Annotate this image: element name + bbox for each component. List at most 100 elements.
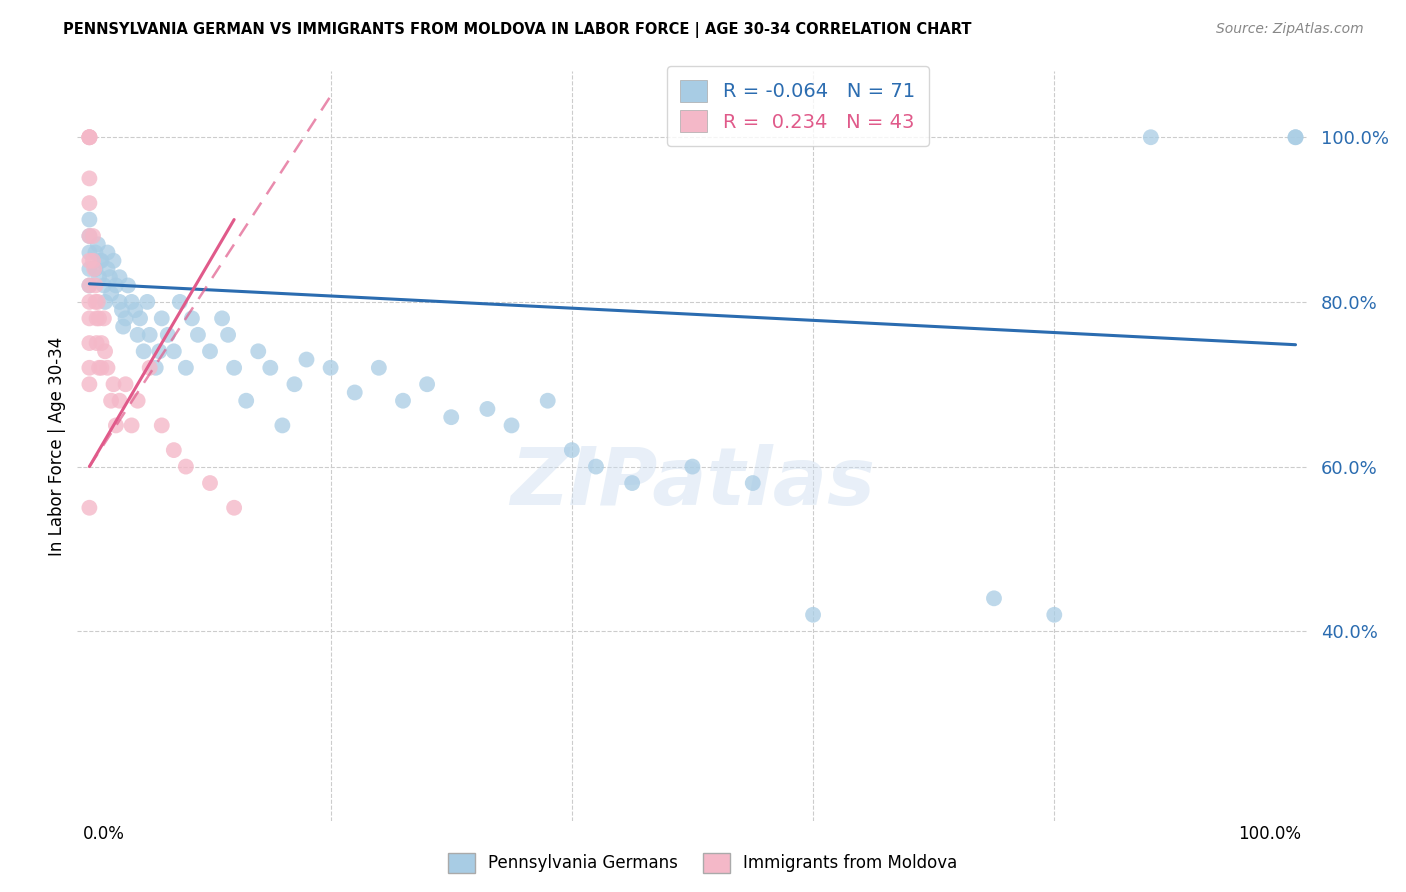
Point (86, 336, 108, 351)
Point (79, 311, 101, 326)
Point (367, 360, 389, 375)
Point (440, 410, 463, 425)
Point (121, 418, 143, 433)
Point (259, 360, 281, 375)
Point (79, 253, 101, 268)
Point (89, 253, 111, 268)
Point (319, 360, 342, 375)
Point (79, 130, 101, 145)
Point (94, 294, 117, 309)
Point (100, 393, 122, 408)
Point (148, 344, 170, 359)
Point (124, 303, 146, 318)
Point (127, 327, 149, 342)
Point (561, 443, 583, 458)
Point (163, 443, 186, 458)
Point (87, 311, 110, 326)
Point (198, 476, 221, 491)
Text: PENNSYLVANIA GERMAN VS IMMIGRANTS FROM MOLDOVA IN LABOR FORCE | AGE 30-34 CORREL: PENNSYLVANIA GERMAN VS IMMIGRANTS FROM M… (63, 22, 972, 38)
Point (79, 278, 101, 293)
Point (104, 278, 127, 293)
Point (79, 500, 101, 515)
Point (247, 344, 270, 359)
Point (87, 270, 110, 285)
Point (96, 245, 118, 260)
Text: 0.0%: 0.0% (83, 825, 125, 843)
Point (82, 253, 104, 268)
Point (145, 360, 167, 375)
Point (96, 262, 118, 277)
Point (108, 294, 131, 309)
Point (127, 393, 149, 408)
Point (224, 360, 246, 375)
Point (129, 311, 152, 326)
Point (108, 393, 131, 408)
Point (79, 212, 101, 227)
Point (150, 311, 173, 326)
Point (180, 311, 202, 326)
Point (271, 418, 294, 433)
Point (87, 294, 110, 309)
Point (103, 253, 125, 268)
Point (79, 171, 101, 186)
Point (87, 237, 110, 252)
Point (156, 327, 179, 342)
Point (79, 377, 101, 392)
Point (224, 500, 246, 515)
Point (121, 294, 143, 309)
Point (416, 377, 439, 392)
Point (174, 459, 197, 474)
Point (79, 336, 101, 351)
Point (90, 336, 112, 351)
Point (79, 294, 101, 309)
Point (87, 360, 110, 375)
Point (537, 393, 560, 408)
Point (114, 377, 136, 392)
Point (79, 229, 101, 244)
Point (84, 278, 107, 293)
Point (98, 270, 121, 285)
Point (112, 319, 135, 334)
Point (801, 607, 824, 622)
Point (117, 278, 139, 293)
Point (132, 344, 155, 359)
Point (1139, 130, 1161, 145)
Point (114, 311, 136, 326)
Point (94, 344, 117, 359)
Point (1284, 130, 1306, 145)
Point (1043, 607, 1066, 622)
Point (79, 360, 101, 375)
Point (104, 418, 127, 433)
Point (198, 344, 221, 359)
Point (111, 303, 134, 318)
Point (79, 130, 101, 145)
Point (93, 278, 115, 293)
Point (79, 229, 101, 244)
Legend: R = -0.064   N = 71, R =  0.234   N = 43: R = -0.064 N = 71, R = 0.234 N = 43 (666, 66, 929, 146)
Point (283, 377, 305, 392)
Point (136, 294, 159, 309)
Point (79, 196, 101, 211)
Point (103, 377, 125, 392)
Point (169, 294, 191, 309)
Point (79, 130, 101, 145)
Point (501, 418, 523, 433)
Point (93, 311, 115, 326)
Point (983, 591, 1005, 606)
Point (150, 418, 173, 433)
Point (392, 393, 415, 408)
Point (96, 360, 118, 375)
Point (100, 286, 122, 301)
Text: ZIPatlas: ZIPatlas (510, 444, 875, 523)
Point (295, 352, 318, 367)
Point (163, 344, 186, 359)
Point (217, 327, 239, 342)
Text: Source: ZipAtlas.com: Source: ZipAtlas.com (1216, 22, 1364, 37)
Point (741, 476, 763, 491)
Point (82, 229, 104, 244)
Legend: Pennsylvania Germans, Immigrants from Moldova: Pennsylvania Germans, Immigrants from Mo… (441, 847, 965, 880)
Point (86, 311, 108, 326)
Point (79, 278, 101, 293)
Point (84, 294, 107, 309)
Point (138, 360, 160, 375)
